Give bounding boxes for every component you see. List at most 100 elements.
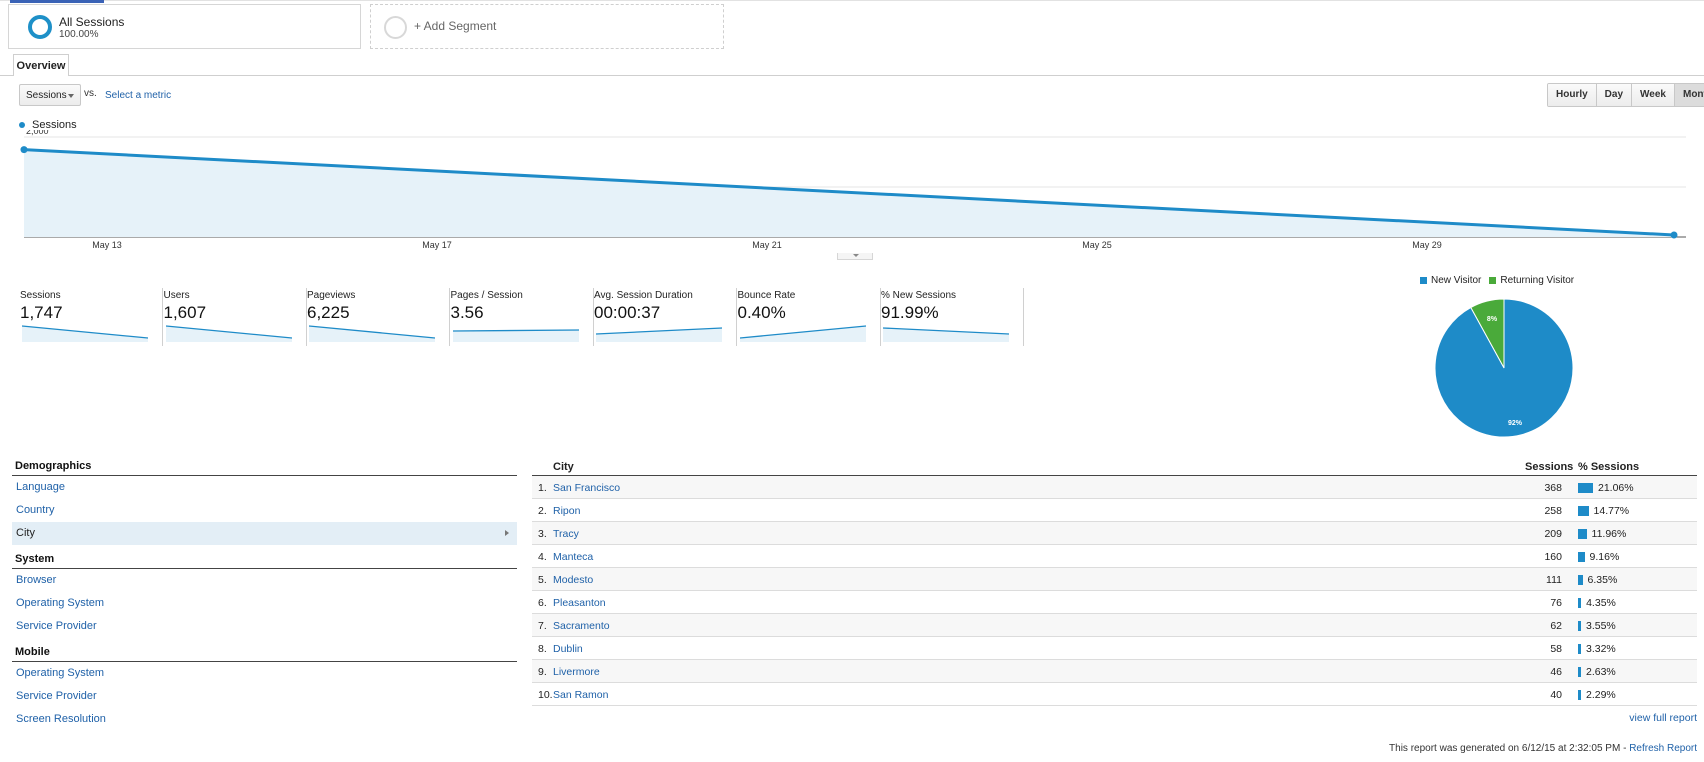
chart-resize-handle[interactable] bbox=[837, 253, 873, 260]
row-pct-bar bbox=[1578, 483, 1593, 493]
row-city-link[interactable]: Pleasanton bbox=[553, 597, 606, 609]
scorecard-label: Sessions bbox=[20, 290, 61, 301]
scorecard-sparkline bbox=[22, 325, 148, 342]
nav-item-label: Screen Resolution bbox=[16, 713, 106, 725]
y-tick-label: 2,000 bbox=[26, 130, 49, 136]
scorecard-value: 6,225 bbox=[307, 303, 350, 322]
tab-divider bbox=[0, 75, 1704, 76]
nav-item[interactable]: Screen Resolution bbox=[12, 708, 517, 731]
row-city-link[interactable]: San Ramon bbox=[553, 689, 609, 701]
row-rank: 6. bbox=[538, 597, 547, 609]
row-pct-bar bbox=[1578, 621, 1581, 631]
row-sessions: 160 bbox=[1544, 551, 1562, 563]
scorecard[interactable]: Pageviews 6,225 bbox=[307, 288, 450, 346]
city-table: City Sessions % Sessions 1. San Francisco… bbox=[532, 460, 1697, 724]
scorecard[interactable]: Pages / Session 3.56 bbox=[451, 288, 594, 346]
nav-item-label: Browser bbox=[16, 574, 57, 586]
table-row: 1. San Francisco 368 21.06% bbox=[532, 476, 1697, 499]
chevron-right-icon bbox=[505, 530, 509, 536]
sparkline-line bbox=[452, 329, 579, 332]
nav-item-label: Service Provider bbox=[16, 690, 97, 702]
table-row: 7. Sacramento 62 3.55% bbox=[532, 614, 1697, 637]
metric-dropdown[interactable]: Sessions bbox=[19, 84, 81, 106]
legend-sessions-dot bbox=[19, 122, 25, 128]
x-tick-label: May 25 bbox=[1082, 240, 1112, 250]
week-button[interactable]: Week bbox=[1631, 84, 1674, 106]
scorecard-label: Bounce Rate bbox=[737, 290, 796, 301]
nav-item[interactable]: Operating System bbox=[12, 592, 517, 615]
select-metric-link[interactable]: Select a metric bbox=[105, 90, 172, 101]
group-spacer bbox=[12, 545, 517, 553]
nav-group-header: Mobile bbox=[12, 646, 517, 662]
scorecard[interactable]: Bounce Rate 0.40% bbox=[738, 288, 881, 346]
row-sessions: 368 bbox=[1544, 482, 1562, 494]
row-city-link[interactable]: San Francisco bbox=[553, 482, 621, 494]
nav-item[interactable]: City bbox=[12, 522, 517, 545]
pie-legend-item: Returning Visitor bbox=[1489, 275, 1574, 286]
row-city-link[interactable]: Modesto bbox=[553, 574, 594, 586]
top-divider bbox=[0, 0, 1704, 1]
sessions-data-point[interactable] bbox=[1670, 231, 1678, 239]
scorecard[interactable]: Users 1,607 bbox=[164, 288, 307, 346]
row-pct-bar bbox=[1578, 575, 1583, 585]
tab-overview[interactable]: Overview bbox=[13, 54, 69, 76]
visitor-type-pie-chart: 8% 92% bbox=[1434, 298, 1574, 438]
nav-group-header: System bbox=[12, 553, 517, 569]
legend-returning-visitor: Returning Visitor bbox=[1500, 275, 1575, 286]
scorecard-label: Pageviews bbox=[307, 290, 356, 301]
nav-item[interactable]: Language bbox=[12, 476, 517, 499]
scorecard-sparkline bbox=[883, 327, 1009, 342]
row-pct-sessions: 3.32% bbox=[1586, 643, 1616, 655]
nav-item-label: Country bbox=[16, 504, 55, 516]
row-pct-sessions: 2.63% bbox=[1586, 666, 1616, 678]
row-city-link[interactable]: Dublin bbox=[553, 643, 583, 655]
segment-all-sessions[interactable]: All Sessions 100.00% bbox=[8, 4, 361, 49]
row-pct-sessions: 3.55% bbox=[1586, 620, 1616, 632]
add-segment-label: + Add Segment bbox=[414, 19, 497, 33]
row-city-link[interactable]: Tracy bbox=[553, 528, 579, 540]
nav-item[interactable]: Operating System bbox=[12, 662, 517, 685]
nav-group-header: Demographics bbox=[12, 460, 517, 476]
nav-item[interactable]: Browser bbox=[12, 569, 517, 592]
scorecard-sparkline bbox=[739, 325, 866, 342]
row-pct-bar bbox=[1578, 506, 1589, 516]
table-row: 10. San Ramon 40 2.29% bbox=[532, 683, 1697, 706]
table-row: 2. Ripon 258 14.77% bbox=[532, 499, 1697, 522]
legend-swatch-new bbox=[1420, 277, 1427, 284]
granularity-toggle: Hourly Day Week Month bbox=[1547, 83, 1704, 107]
sessions-series-line bbox=[23, 148, 1675, 237]
sessions-data-point[interactable] bbox=[20, 146, 28, 154]
scorecard-label: Avg. Session Duration bbox=[594, 290, 693, 301]
pie-slice[interactable] bbox=[1434, 298, 1574, 438]
row-city-link[interactable]: Livermore bbox=[553, 666, 600, 678]
row-pct-sessions: 2.29% bbox=[1586, 689, 1616, 701]
nav-item[interactable]: Service Provider bbox=[12, 615, 517, 638]
add-segment-button[interactable]: + Add Segment bbox=[370, 4, 724, 49]
row-pct-sessions: 4.35% bbox=[1586, 597, 1616, 609]
scorecard[interactable]: Sessions 1,747 bbox=[20, 288, 163, 346]
row-rank: 10. bbox=[538, 689, 553, 701]
legend-swatch-returning bbox=[1489, 277, 1497, 284]
scorecard[interactable]: % New Sessions 91.99% bbox=[881, 288, 1024, 346]
refresh-report-link[interactable]: Refresh Report bbox=[1629, 743, 1697, 754]
row-city-link[interactable]: Sacramento bbox=[553, 620, 610, 632]
row-sessions: 46 bbox=[1550, 666, 1562, 678]
nav-item[interactable]: Country bbox=[12, 499, 517, 522]
nav-item-label: Language bbox=[16, 481, 65, 493]
row-sessions: 209 bbox=[1544, 528, 1562, 540]
row-sessions: 76 bbox=[1550, 597, 1562, 609]
hourly-button[interactable]: Hourly bbox=[1548, 84, 1596, 106]
view-full-report-link[interactable]: view full report bbox=[1629, 712, 1697, 724]
month-button[interactable]: Month bbox=[1673, 84, 1704, 106]
nav-item[interactable]: Service Provider bbox=[12, 685, 517, 708]
row-city-link[interactable]: Ripon bbox=[553, 505, 581, 517]
scorecard[interactable]: Avg. Session Duration 00:00:37 bbox=[594, 288, 737, 346]
row-sessions: 258 bbox=[1544, 505, 1562, 517]
day-button[interactable]: Day bbox=[1595, 84, 1632, 106]
row-pct-bar bbox=[1578, 552, 1585, 562]
nav-item-label: Operating System bbox=[16, 597, 105, 609]
x-tick-label: May 29 bbox=[1412, 240, 1442, 250]
row-rank: 9. bbox=[538, 666, 547, 678]
row-pct-sessions: 6.35% bbox=[1587, 574, 1618, 586]
row-city-link[interactable]: Manteca bbox=[553, 551, 594, 563]
